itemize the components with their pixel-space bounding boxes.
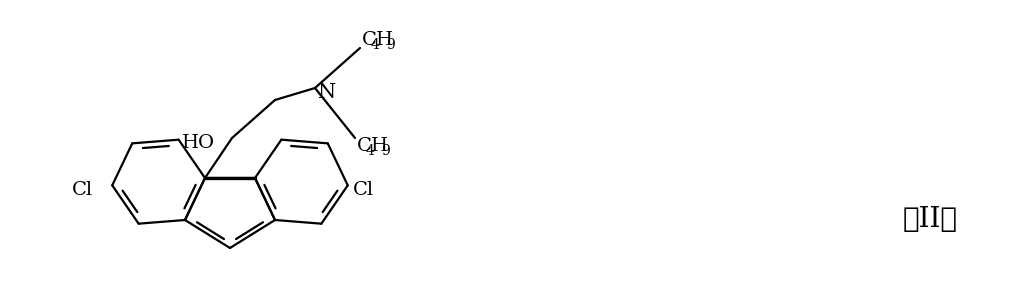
Text: H: H xyxy=(371,137,388,155)
Text: 9: 9 xyxy=(381,144,389,158)
Text: （II）: （II） xyxy=(903,207,958,234)
Text: C: C xyxy=(362,31,377,49)
Text: 9: 9 xyxy=(386,38,394,52)
Text: H: H xyxy=(376,31,393,49)
Text: 4: 4 xyxy=(371,38,379,52)
Text: 4: 4 xyxy=(366,144,374,158)
Text: C: C xyxy=(357,137,372,155)
Text: Cl: Cl xyxy=(352,181,374,199)
Text: HO: HO xyxy=(182,134,215,152)
Text: N: N xyxy=(318,83,336,102)
Text: Cl: Cl xyxy=(72,181,93,199)
